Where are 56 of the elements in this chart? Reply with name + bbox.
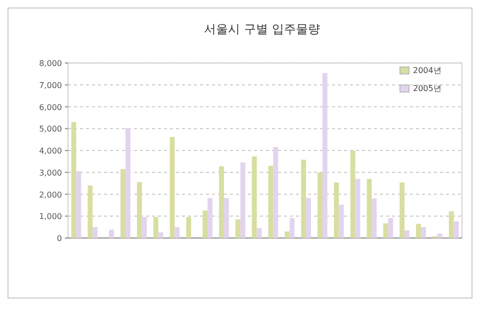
bar [318,172,322,238]
y-tick-label: 6,000 [39,102,62,112]
bar [355,178,360,238]
bar [136,182,142,238]
bar [334,182,339,238]
bar [71,122,76,238]
bar [109,230,114,238]
legend-label: 2004년 [413,66,442,75]
bar [404,230,410,238]
y-tick-label: 5,000 [39,124,62,134]
bar [76,171,82,238]
bar [400,182,405,238]
bar [420,227,426,238]
bar [388,218,394,238]
legend-label: 2005년 [413,84,442,93]
bar [224,198,229,238]
bar [454,221,459,238]
bar [273,147,278,238]
bar [338,204,344,238]
bar [202,210,208,238]
bar [301,160,306,238]
bar [284,231,290,238]
y-tick-label: 2,000 [39,190,62,200]
bar [350,150,356,238]
bar [372,198,377,238]
bar [268,166,274,238]
y-tick-label: 1,000 [39,212,62,222]
y-tick-label: 0 [56,234,62,243]
bar [290,218,295,238]
bar [88,186,93,238]
bar [416,224,421,238]
bar [256,228,262,238]
bar [174,227,180,238]
bar [153,217,158,238]
bar [383,223,388,238]
bar [252,156,257,238]
bar [235,219,240,238]
title: 서울시 구별 입주물량 [204,22,320,36]
bar [170,136,175,238]
bar [92,227,98,238]
y-tick-label: 4,000 [39,146,62,156]
bar [437,234,442,238]
bar [240,162,246,238]
bar [186,217,192,238]
y-tick-label: 3,000 [39,168,62,178]
bar [366,178,372,238]
bar [120,169,126,238]
bar [208,198,212,238]
bar [219,166,224,238]
bar [125,128,130,238]
bar [322,73,328,238]
y-tick-label: 7,000 [39,80,62,90]
y-tick-label: 8,000 [39,59,62,68]
bar [142,217,147,238]
bar [306,198,311,238]
bar [448,211,454,238]
